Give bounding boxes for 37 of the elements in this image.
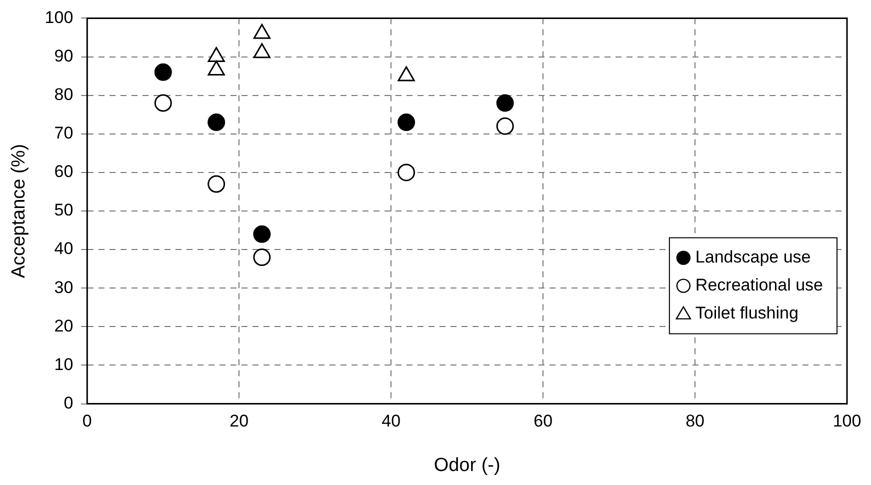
point bbox=[496, 117, 514, 135]
x-tick-label: 60 bbox=[534, 412, 553, 431]
y-tick-label: 100 bbox=[44, 8, 74, 27]
x-tick-label: 80 bbox=[686, 412, 704, 431]
point bbox=[208, 175, 226, 193]
point bbox=[398, 114, 416, 132]
point bbox=[208, 60, 225, 76]
point bbox=[496, 94, 514, 112]
x-tick-label: 20 bbox=[230, 412, 249, 431]
y-tick-label: 40 bbox=[54, 239, 74, 258]
y-tick-label: 60 bbox=[54, 162, 74, 182]
x-tick-label: 40 bbox=[382, 412, 401, 431]
y-tick-label: 20 bbox=[54, 316, 74, 336]
y-tick-label: 10 bbox=[54, 354, 74, 374]
point bbox=[154, 63, 172, 81]
x-tick-label: 0 bbox=[82, 412, 92, 431]
point bbox=[398, 164, 416, 182]
x-axis-title: Odor (-) bbox=[434, 454, 500, 476]
y-tick-label: 80 bbox=[54, 85, 74, 104]
x-tick-label: 100 bbox=[832, 412, 862, 431]
point bbox=[208, 114, 226, 132]
point bbox=[398, 66, 415, 82]
legend-label: Recreational use bbox=[695, 275, 824, 294]
y-tick-label: 30 bbox=[54, 278, 74, 297]
y-tick-label: 70 bbox=[54, 124, 74, 143]
y-tick-label: 50 bbox=[54, 200, 74, 220]
y-tick-label: 90 bbox=[54, 46, 74, 66]
legend-label: Toilet flushing bbox=[695, 303, 798, 322]
point bbox=[253, 248, 271, 266]
point bbox=[253, 43, 270, 58]
legend-label: Landscape use bbox=[695, 247, 811, 266]
y-axis-title: Acceptance (%) bbox=[8, 144, 30, 278]
point bbox=[208, 47, 225, 62]
point bbox=[154, 94, 172, 112]
point bbox=[253, 24, 270, 39]
y-tick-label: 0 bbox=[64, 393, 74, 412]
point bbox=[253, 225, 271, 243]
